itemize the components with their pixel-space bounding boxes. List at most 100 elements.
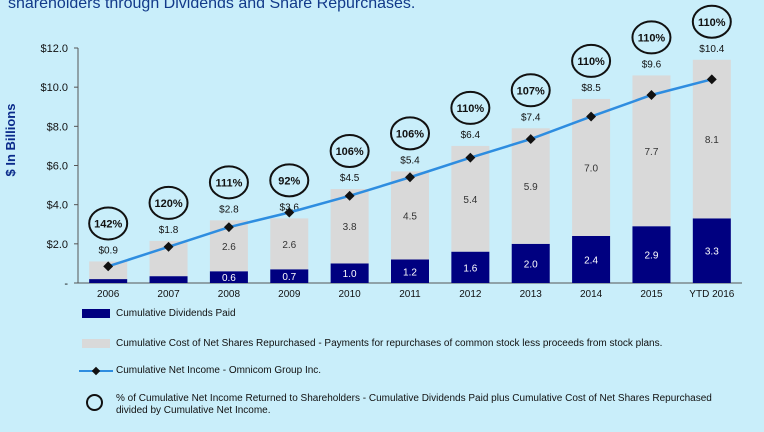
bar-repurchases-label: 5.4 bbox=[463, 195, 477, 206]
percent-label: 106% bbox=[396, 128, 424, 140]
bar-repurchases-label: 8.1 bbox=[705, 135, 719, 146]
chart: - $2.0 $4.0 $6.0 $8.0 $10.0 $12.0 $ In Billions… bbox=[3, 4, 742, 300]
x-tick-label: YTD 2016 bbox=[689, 289, 734, 300]
bar-repurchases-label: 2.6 bbox=[222, 242, 236, 253]
bar-dividends bbox=[330, 263, 369, 283]
chart-subtitle: shareholders through Dividends and Share… bbox=[8, 0, 416, 12]
legend-dividends-swatch bbox=[82, 309, 110, 318]
legend-net-income-marker bbox=[91, 366, 101, 376]
legend-percent-label-line2: divided by Cumulative Net Income. bbox=[116, 405, 271, 416]
legend-percent-label-line1: % of Cumulative Net Income Returned to S… bbox=[116, 393, 712, 404]
bar-repurchases-label: 5.9 bbox=[524, 182, 538, 193]
percent-circle bbox=[269, 163, 310, 198]
net-income-point bbox=[706, 74, 717, 85]
percent-circle bbox=[691, 4, 732, 39]
bar-total-label: $7.4 bbox=[521, 112, 541, 123]
net-income-point bbox=[586, 111, 597, 122]
percent-label: 110% bbox=[577, 56, 605, 68]
bar-dividends-label: 2.4 bbox=[584, 256, 598, 267]
x-tick-label: 2006 bbox=[97, 289, 120, 300]
x-tick-label: 2012 bbox=[459, 289, 482, 300]
bar-dividends bbox=[572, 236, 611, 283]
bar-dividends bbox=[89, 279, 128, 283]
bar-dividends-label: 2.9 bbox=[645, 251, 659, 262]
x-tick-label: 2009 bbox=[278, 289, 301, 300]
bar-repurchases bbox=[511, 128, 550, 244]
percent-circle bbox=[329, 134, 370, 168]
bar-dividends bbox=[451, 251, 490, 283]
bar-repurchases-label: 3.8 bbox=[343, 222, 357, 233]
percent-circle bbox=[390, 116, 430, 151]
bar-dividends-label: 1.6 bbox=[463, 263, 477, 274]
percent-label: 111% bbox=[215, 177, 242, 189]
bar-dividends bbox=[632, 226, 671, 283]
net-income-point bbox=[525, 134, 536, 145]
percent-label: 120% bbox=[154, 198, 182, 210]
bar-total-label: $1.8 bbox=[159, 225, 179, 236]
bar-dividends bbox=[692, 218, 731, 283]
bar-repurchases-label: 4.5 bbox=[403, 211, 417, 222]
bar-total-label: $10.4 bbox=[699, 44, 724, 55]
percent-label: 142% bbox=[94, 218, 122, 230]
percent-circle bbox=[450, 90, 491, 125]
percent-circle bbox=[510, 73, 551, 108]
percent-label: 92% bbox=[278, 175, 300, 187]
net-income-point bbox=[465, 152, 476, 163]
percent-label: 110% bbox=[638, 32, 666, 44]
bar-total-label: $9.6 bbox=[642, 59, 662, 70]
legend-dividends-label: Cumulative Dividends Paid bbox=[116, 308, 236, 319]
x-tick-label: 2015 bbox=[640, 289, 663, 300]
percent-label: 106% bbox=[336, 146, 364, 158]
bar-total-label: $0.9 bbox=[98, 245, 118, 256]
y-tick-label: $4.0 bbox=[47, 200, 68, 212]
bar-dividends-label: 3.3 bbox=[705, 247, 719, 258]
x-tick-label: 2011 bbox=[399, 289, 421, 300]
bar-total-label: $5.4 bbox=[400, 155, 420, 166]
net-income-point bbox=[344, 190, 355, 201]
y-axis-title: $ In Billions bbox=[3, 104, 18, 177]
bar-repurchases bbox=[391, 171, 429, 260]
legend-net-income-label: Cumulative Net Income - Omnicom Group In… bbox=[116, 365, 322, 376]
net-income-point bbox=[646, 90, 657, 100]
percent-circle bbox=[208, 165, 249, 200]
bar-dividends-label: 0.7 bbox=[282, 272, 296, 283]
bar-repurchases bbox=[692, 59, 731, 219]
bar-total-label: $8.5 bbox=[581, 83, 601, 94]
x-tick-label: 2008 bbox=[218, 289, 241, 300]
bar-dividends bbox=[391, 259, 429, 283]
bar-repurchases-label: 2.6 bbox=[282, 240, 296, 251]
y-tick-label: $8.0 bbox=[47, 121, 68, 133]
x-tick-label: 2010 bbox=[339, 289, 362, 300]
bar-dividends bbox=[209, 271, 248, 283]
bar-repurchases bbox=[330, 189, 369, 264]
bar-dividends-label: 0.6 bbox=[222, 273, 236, 284]
bar-dividends-label: 2.0 bbox=[524, 259, 538, 270]
x-tick-label: 2013 bbox=[520, 289, 543, 300]
bar-repurchases-label: 7.0 bbox=[584, 163, 598, 174]
net-income-point bbox=[405, 172, 415, 183]
y-tick-label: $6.0 bbox=[47, 161, 68, 173]
percent-label: 107% bbox=[517, 85, 545, 97]
bar-total-label: $4.5 bbox=[340, 173, 360, 184]
bar-dividends bbox=[511, 243, 550, 283]
x-tick-label: 2007 bbox=[157, 289, 180, 300]
percent-circle bbox=[571, 43, 612, 78]
legend-repurchases-label: Cumulative Cost of Net Shares Repurchase… bbox=[116, 338, 663, 349]
legend-percent-circle-icon bbox=[86, 394, 103, 411]
bar-dividends bbox=[270, 269, 309, 283]
bar-dividends bbox=[149, 276, 188, 283]
y-tick-label: $2.0 bbox=[47, 239, 68, 251]
bar-total-label: $2.8 bbox=[219, 204, 239, 215]
percent-label: 110% bbox=[698, 17, 726, 29]
x-tick-label: 2014 bbox=[580, 289, 603, 300]
percent-circle bbox=[88, 206, 129, 241]
net-income-point bbox=[223, 222, 234, 233]
legend-repurchases-swatch bbox=[82, 339, 110, 348]
bar-repurchases bbox=[451, 145, 490, 252]
bar-dividends-label: 1.0 bbox=[343, 269, 357, 280]
bar-dividends-label: 1.2 bbox=[403, 267, 417, 278]
percent-circle bbox=[631, 20, 672, 55]
bar-total-label: $6.4 bbox=[461, 130, 481, 141]
y-tick-label: $10.0 bbox=[40, 82, 68, 94]
